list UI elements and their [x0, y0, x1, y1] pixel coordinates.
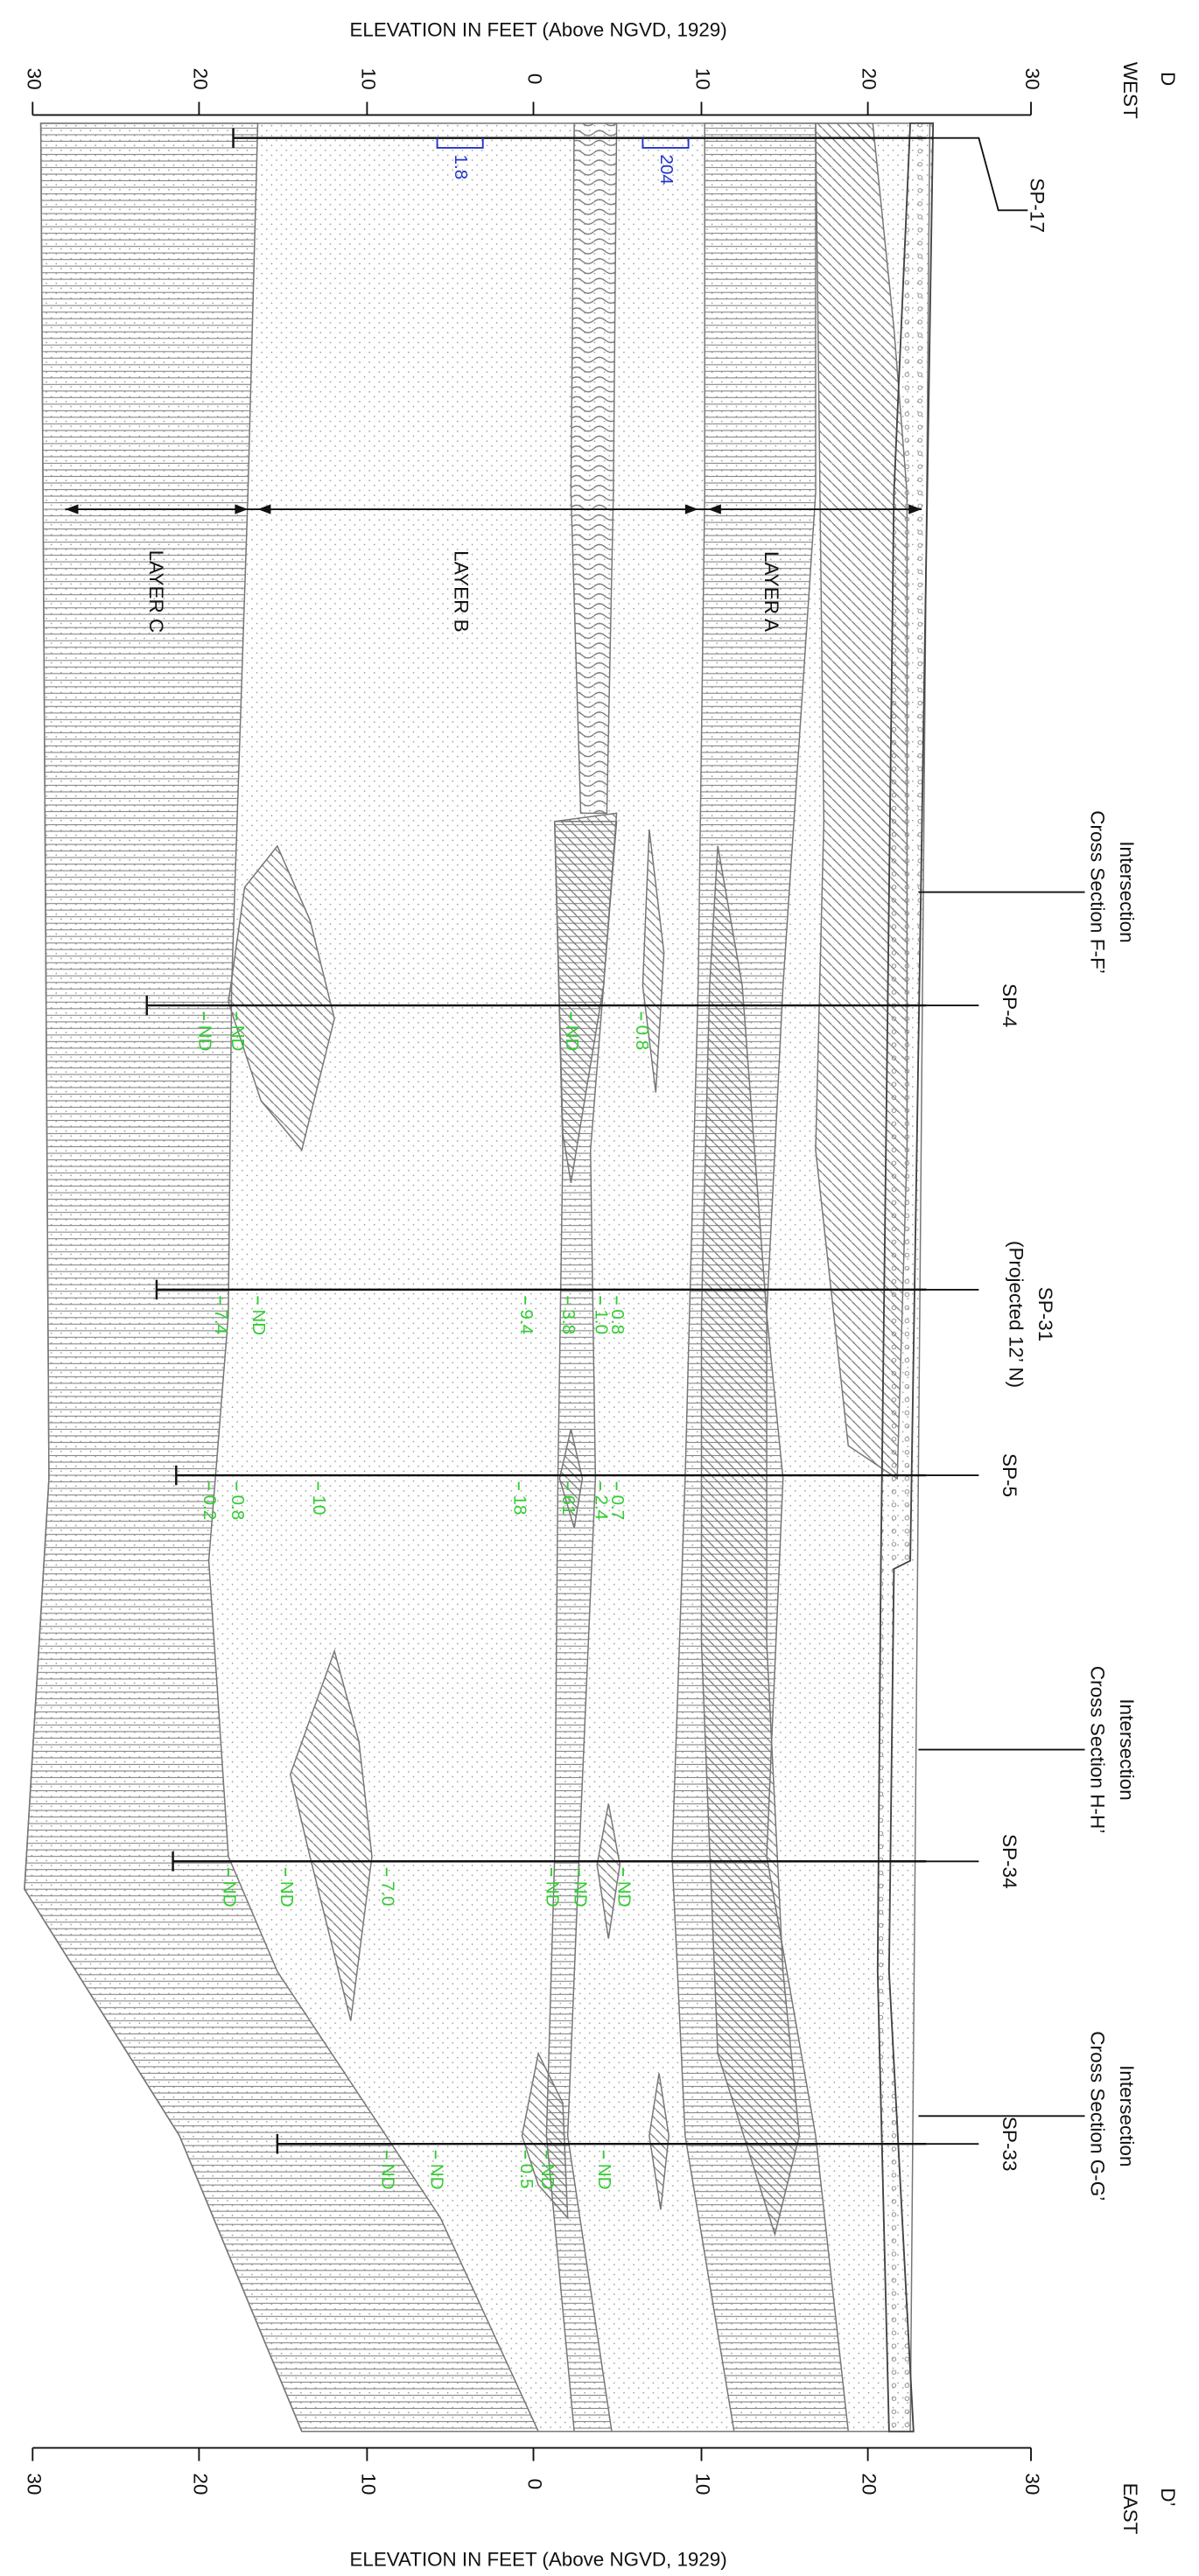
result-label: 2.4	[592, 1495, 612, 1521]
result-label: 7.4	[211, 1309, 231, 1334]
result-label: ND	[228, 1026, 248, 1052]
layer-label: LAYER B	[451, 550, 473, 632]
intersection-label: Intersection	[1116, 1698, 1138, 1800]
tick-label: 0	[524, 74, 546, 85]
result-label: 0.7	[607, 1495, 628, 1521]
result-label: 61	[558, 1495, 578, 1516]
boring-label: SP-5	[999, 1453, 1020, 1497]
end-letter: D	[1157, 72, 1179, 86]
axis-title-top: ELEVATION IN FEET (Above NGVD, 1929)	[350, 18, 727, 40]
boring-label: SP-31	[1034, 1287, 1056, 1342]
tick-label: 20	[859, 2473, 880, 2495]
result-label: ND	[543, 1881, 563, 1908]
silt-lens-c1	[228, 844, 335, 1152]
result-label: 3.8	[558, 1309, 578, 1334]
result-label: 1.0	[592, 1309, 612, 1334]
tick-label: 0	[524, 2479, 546, 2490]
tick-label: 30	[23, 2473, 45, 2495]
silt-lens-b2	[521, 2051, 569, 2220]
result-label: 10	[309, 1495, 329, 1516]
boring-label: SP-33	[999, 2117, 1020, 2172]
result-label: 1.8	[451, 154, 471, 179]
bracket	[436, 137, 484, 149]
tick-label: 30	[23, 68, 45, 90]
tick-label: 20	[190, 2473, 212, 2495]
boring-label: SP-17	[1027, 178, 1048, 233]
result-label: ND	[249, 1309, 269, 1335]
intersection-label: Intersection	[1116, 841, 1138, 942]
silt-lens-small1	[642, 830, 665, 1093]
result-label: ND	[570, 1881, 590, 1908]
peat	[570, 122, 618, 815]
result-label: 9.4	[516, 1309, 536, 1334]
boring-label: SP-4	[999, 984, 1020, 1027]
result-label: ND	[426, 2164, 446, 2190]
tick-label: 30	[1021, 2473, 1043, 2495]
bracket	[642, 137, 690, 149]
result-label: ND	[614, 1881, 635, 1908]
fill-strip	[876, 122, 935, 2432]
end-side: EAST	[1119, 2483, 1141, 2535]
end-side: WEST	[1119, 62, 1141, 119]
result-label: 0.5	[516, 2164, 536, 2189]
tick-label: 20	[190, 68, 212, 90]
result-label: 0.8	[607, 1309, 628, 1334]
silt-lens-a2	[700, 845, 801, 2237]
result-label: ND	[277, 1881, 297, 1908]
tick-label: 30	[1021, 68, 1043, 90]
clay-band	[545, 821, 618, 2432]
result-label: ND	[220, 1881, 240, 1908]
tick-label: 10	[358, 2473, 380, 2495]
axis-title-bottom: ELEVATION IN FEET (Above NGVD, 1929)	[350, 2549, 727, 2571]
silt-lens-c2	[290, 1648, 373, 2021]
result-label: ND	[195, 1026, 215, 1052]
tick-label: 10	[358, 68, 380, 90]
result-label: ND	[377, 2164, 397, 2190]
result-label: 0.2	[200, 1495, 220, 1521]
intersection-label: Cross Section G-G’	[1087, 2031, 1109, 2201]
clay-layer-c	[24, 122, 540, 2432]
result-label: 0.8	[632, 1026, 652, 1051]
silt-lens-small4	[649, 2073, 670, 2210]
result-label: 7.0	[377, 1881, 397, 1907]
intersection-label: Cross Section F-F’	[1087, 810, 1109, 973]
tick-label: 20	[859, 68, 880, 90]
result-label: 0.8	[228, 1495, 248, 1521]
result-label: 18	[509, 1495, 529, 1516]
silt-lens-small2	[558, 1429, 584, 1529]
tick-label: 10	[692, 2473, 714, 2495]
end-letter: D’	[1157, 2488, 1179, 2506]
strata	[24, 122, 935, 2432]
tick-label: 10	[692, 68, 714, 90]
intersection-label: Cross Section H-H’	[1087, 1666, 1109, 1833]
boring-label: (Projected 12’ N)	[1005, 1241, 1027, 1388]
layer-label: LAYER C	[145, 550, 167, 634]
result-label: ND	[562, 1026, 582, 1052]
boring-label: SP-34	[999, 1834, 1020, 1889]
result-label: ND	[594, 2164, 614, 2190]
silt-lens-b	[553, 812, 618, 1183]
result-label: 204	[656, 154, 677, 184]
leader	[926, 136, 1028, 212]
result-label: ND	[537, 2164, 557, 2190]
intersection-label: Intersection	[1116, 2065, 1138, 2166]
silt-lens-small3	[596, 1803, 621, 1939]
layer-label: LAYER A	[761, 551, 782, 632]
layer-arrows	[65, 504, 922, 514]
